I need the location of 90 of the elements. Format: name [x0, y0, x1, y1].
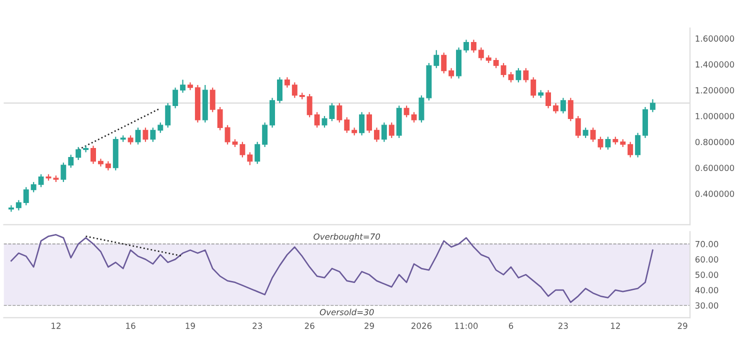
x-tick-label: 12 — [611, 322, 620, 329]
candlestick — [336, 102, 342, 124]
candlestick — [254, 141, 260, 164]
x-tick-label: 12 — [52, 322, 60, 329]
candlestick — [560, 97, 566, 114]
candlestick — [516, 68, 522, 83]
x-tick-label: 23 — [558, 322, 568, 329]
candlestick — [180, 79, 186, 94]
candlestick — [366, 112, 372, 134]
candlestick — [434, 50, 440, 69]
candlestick — [582, 127, 588, 139]
ref-line-label: Oversold=30 — [320, 308, 374, 316]
y-tick-label: 1.600000 — [696, 35, 734, 42]
candlestick — [314, 112, 320, 128]
candlestick — [105, 160, 111, 171]
candlestick — [217, 106, 223, 131]
candlestick — [590, 127, 596, 142]
candlestick — [306, 93, 312, 118]
candlestick — [158, 122, 164, 134]
candlestick — [404, 105, 410, 118]
candlestick — [635, 132, 641, 158]
y-tick-label: 50.00 — [696, 272, 718, 278]
candlestick — [240, 141, 246, 158]
y-tick-label: 60.00 — [695, 256, 718, 263]
candlestick — [284, 76, 290, 88]
candlestick — [441, 52, 447, 74]
candlestick — [322, 115, 328, 128]
candlestick — [16, 200, 22, 211]
candlestick — [76, 146, 82, 161]
x-tick-label: 2026 — [411, 322, 432, 329]
x-tick-label: 23 — [252, 322, 262, 329]
candlestick — [575, 115, 581, 139]
candlestick — [90, 145, 96, 164]
candlestick — [262, 122, 268, 148]
candlestick — [142, 127, 148, 142]
candlestick — [530, 76, 536, 98]
x-tick-label: 26 — [304, 322, 314, 329]
y-tick-label: 40.00 — [695, 286, 718, 294]
candlestick — [493, 57, 499, 69]
candlestick — [374, 127, 380, 142]
candlestick — [598, 136, 604, 150]
candlestick — [605, 136, 611, 150]
candlestick — [38, 174, 44, 188]
candlestick — [135, 127, 141, 146]
y-tick-label: 30.00 — [695, 302, 718, 309]
candlestick — [359, 112, 365, 136]
candlestick — [650, 98, 656, 113]
y-tick-label: 1.000000 — [696, 112, 734, 120]
candlestick — [448, 68, 454, 80]
candlestick — [546, 90, 552, 109]
candlestick — [552, 102, 558, 114]
candlestick — [523, 68, 529, 83]
candlestick — [277, 76, 282, 104]
y-tick-label: 0.400000 — [695, 190, 734, 197]
candlestick — [165, 102, 171, 128]
x-tick-label: 29 — [678, 322, 688, 329]
candlestick — [224, 124, 230, 146]
candlestick — [30, 181, 36, 193]
candlestick — [8, 204, 14, 212]
y-tick-label: 1.200000 — [696, 87, 734, 94]
x-tick-label: 6 — [508, 322, 514, 329]
x-tick-label: 19 — [186, 322, 195, 329]
y-tick-label: 0.600000 — [695, 164, 734, 172]
line-series — [10, 234, 654, 303]
candlestick — [68, 154, 74, 168]
y-tick-label: 70.00 — [696, 240, 718, 248]
candlestick — [344, 116, 350, 134]
candlestick — [247, 152, 253, 166]
candlestick — [23, 186, 29, 206]
y-tick-label: 0.800000 — [695, 138, 734, 146]
candlestick — [150, 127, 156, 142]
candlestick — [210, 87, 216, 113]
candlestick — [388, 122, 394, 139]
candlestick — [292, 82, 298, 98]
candlestick — [329, 102, 335, 122]
ref-line-label: Overbought=70 — [314, 233, 380, 242]
candlestick — [463, 39, 469, 54]
candlestick — [568, 97, 574, 122]
y-tick-label: 1.400000 — [696, 61, 734, 68]
candlestick — [478, 46, 484, 61]
x-tick-label: 11:00 — [455, 322, 478, 329]
candlestick — [60, 162, 66, 183]
candlestick — [418, 94, 424, 124]
candlestick — [628, 141, 634, 158]
x-tick-label: 16 — [126, 322, 136, 329]
candlestick — [172, 87, 178, 109]
candlestick — [470, 39, 476, 54]
candlestick — [381, 122, 387, 142]
x-tick-label: 29 — [364, 322, 374, 329]
candlestick — [128, 134, 134, 146]
